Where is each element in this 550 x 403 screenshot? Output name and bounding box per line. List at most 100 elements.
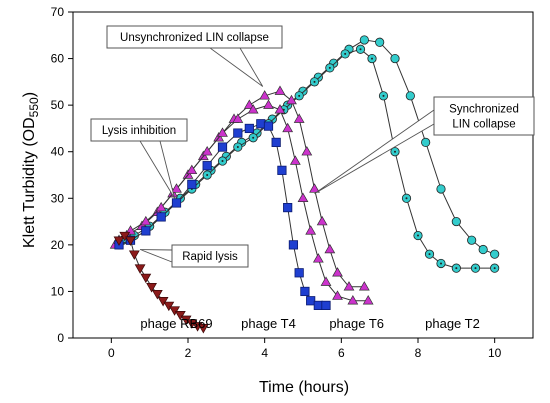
data-point bbox=[156, 212, 166, 222]
data-point bbox=[217, 142, 228, 152]
data-point bbox=[213, 132, 225, 142]
data-point bbox=[294, 268, 304, 278]
data-point bbox=[321, 300, 331, 311]
data-point bbox=[243, 99, 255, 109]
y-tick-label: 40 bbox=[51, 145, 65, 159]
data-point-center bbox=[206, 174, 209, 176]
data-point bbox=[282, 122, 294, 133]
data-point bbox=[324, 243, 336, 254]
data-point-center bbox=[359, 48, 362, 51]
data-point bbox=[436, 184, 446, 194]
x-axis-title: Time (hours) bbox=[259, 379, 349, 396]
x-tick-label: 8 bbox=[415, 346, 422, 360]
axes: 0 2 4 6 8 10 0 10 20 30 40 50 60 70 bbox=[51, 5, 534, 360]
data-point bbox=[232, 113, 244, 123]
y-axis-title-close: ) bbox=[21, 92, 38, 97]
axis-titles: Time (hours) Klett Turbidity (OD550) bbox=[21, 92, 349, 396]
data-point bbox=[421, 137, 431, 147]
data-point bbox=[359, 35, 369, 45]
callout-pointer bbox=[139, 140, 176, 199]
data-point bbox=[174, 311, 186, 321]
data-point-center bbox=[417, 234, 419, 237]
data-point-center bbox=[440, 262, 442, 265]
data-point-center bbox=[344, 52, 347, 55]
data-point bbox=[113, 236, 125, 246]
plot-marks bbox=[109, 35, 500, 334]
data-point bbox=[244, 123, 254, 134]
data-point bbox=[271, 137, 281, 147]
data-point bbox=[186, 164, 198, 175]
data-point bbox=[289, 155, 301, 165]
data-point bbox=[146, 283, 157, 293]
x-tick-label: 4 bbox=[261, 346, 268, 360]
data-point bbox=[187, 179, 197, 189]
data-point bbox=[274, 104, 286, 114]
data-point bbox=[478, 244, 488, 255]
data-point bbox=[140, 273, 152, 284]
data-point-center bbox=[428, 253, 431, 256]
data-point bbox=[490, 249, 500, 259]
data-point-center bbox=[405, 197, 408, 200]
callout-box bbox=[106, 25, 283, 49]
data-point bbox=[256, 119, 266, 129]
phase-label-t2: phage T2 bbox=[425, 316, 480, 331]
data-point bbox=[305, 225, 317, 235]
phase-label-t6: phage T6 bbox=[329, 316, 384, 331]
data-point bbox=[157, 297, 169, 307]
data-point bbox=[405, 91, 415, 101]
callout-text: LIN collapse bbox=[452, 119, 515, 131]
data-point-center bbox=[394, 150, 396, 153]
data-point bbox=[343, 281, 355, 291]
data-point bbox=[263, 121, 274, 131]
data-point bbox=[247, 104, 259, 114]
data-point bbox=[288, 240, 299, 250]
data-point-center bbox=[236, 146, 239, 149]
data-point bbox=[312, 253, 324, 263]
data-point bbox=[259, 90, 271, 100]
y-tick-label: 10 bbox=[51, 284, 65, 298]
data-point bbox=[375, 37, 385, 47]
data-point-center bbox=[221, 160, 224, 163]
data-point-center bbox=[371, 57, 373, 60]
y-axis-title-sub: 550 bbox=[27, 97, 41, 117]
annotations: Unsynchronized LIN collapse Lysis inhibit… bbox=[90, 25, 535, 331]
data-point bbox=[451, 216, 461, 227]
callout-unsync: Unsynchronized LIN collapse bbox=[106, 25, 283, 87]
data-point bbox=[283, 202, 293, 213]
y-axis-title-main: Klett Turbidity (OD bbox=[21, 117, 38, 248]
data-point bbox=[155, 201, 167, 212]
data-point bbox=[169, 306, 180, 316]
data-point bbox=[293, 113, 305, 123]
data-point-center bbox=[313, 80, 316, 83]
data-point-center bbox=[455, 267, 458, 270]
data-point bbox=[390, 53, 400, 64]
data-point bbox=[197, 150, 209, 161]
x-tick-label: 10 bbox=[488, 346, 502, 360]
series-line bbox=[118, 48, 495, 269]
data-point bbox=[171, 198, 182, 208]
y-tick-label: 30 bbox=[51, 191, 65, 205]
data-point bbox=[134, 264, 146, 274]
data-point bbox=[358, 281, 370, 291]
callout-box bbox=[171, 244, 249, 268]
series-T2b bbox=[114, 44, 500, 273]
data-point-center bbox=[474, 267, 477, 270]
callout-text: Unsynchronized LIN collapse bbox=[120, 32, 269, 44]
data-point bbox=[277, 165, 287, 175]
phase-label-rb69: phage RB69 bbox=[140, 316, 212, 331]
callout-rapid: Rapid lysis bbox=[139, 244, 249, 268]
data-point bbox=[163, 301, 175, 312]
data-point bbox=[128, 250, 140, 260]
data-point bbox=[306, 296, 316, 306]
x-tick-label: 2 bbox=[185, 346, 192, 360]
callout-pointer bbox=[139, 249, 173, 263]
data-point-center bbox=[298, 94, 301, 97]
data-point bbox=[320, 276, 332, 286]
data-point bbox=[140, 215, 152, 226]
data-point bbox=[197, 324, 209, 334]
callout-pointer bbox=[208, 47, 264, 87]
callout-box bbox=[90, 118, 188, 142]
series-RB69 bbox=[113, 231, 209, 334]
